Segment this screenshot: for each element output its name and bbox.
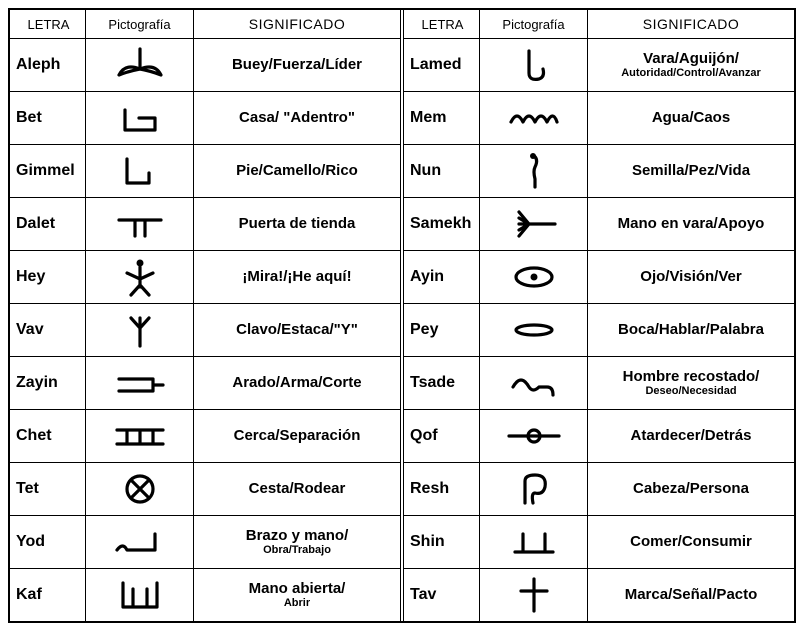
- letra-cell: Kaf: [10, 569, 86, 621]
- pictograph-vav: [86, 304, 194, 356]
- meaning-cell: Atardecer/Detrás: [588, 410, 794, 462]
- pictograph-tet: [86, 463, 194, 515]
- meaning-cell: Arado/Arma/Corte: [194, 357, 400, 409]
- table-row: Pey Boca/Hablar/Palabra: [404, 304, 794, 357]
- pictograph-dalet: [86, 198, 194, 250]
- meaning-cell: Comer/Consumir: [588, 516, 794, 568]
- table-row: Samekh Mano en vara/Apoyo: [404, 198, 794, 251]
- table-row: Chet Cerca/Separación: [10, 410, 400, 463]
- header-row: LETRAPictografíaSIGNIFICADO: [404, 10, 794, 39]
- meaning-cell: Casa/ "Adentro": [194, 92, 400, 144]
- pictograph-kaf: [86, 569, 194, 621]
- meaning-cell: Semilla/Pez/Vida: [588, 145, 794, 197]
- pictograph-lamed: [480, 39, 588, 91]
- letra-cell: Aleph: [10, 39, 86, 91]
- table-row: Bet Casa/ "Adentro": [10, 92, 400, 145]
- letra-cell: Chet: [10, 410, 86, 462]
- letra-cell: Tet: [10, 463, 86, 515]
- meaning-cell: Marca/Señal/Pacto: [588, 569, 794, 621]
- meaning-cell: Cabeza/Persona: [588, 463, 794, 515]
- letra-cell: Zayin: [10, 357, 86, 409]
- pictograph-shin: [480, 516, 588, 568]
- pictograph-zayin: [86, 357, 194, 409]
- meaning-cell: Cesta/Rodear: [194, 463, 400, 515]
- header-sig: SIGNIFICADO: [194, 10, 400, 38]
- letra-cell: Hey: [10, 251, 86, 303]
- pictograph-pey: [480, 304, 588, 356]
- header-sig: SIGNIFICADO: [588, 10, 794, 38]
- table-row: Gimmel Pie/Camello/Rico: [10, 145, 400, 198]
- letra-cell: Samekh: [404, 198, 480, 250]
- table-row: Vav Clavo/Estaca/"Y": [10, 304, 400, 357]
- pictograph-qof: [480, 410, 588, 462]
- meaning-cell: ¡Mira!/¡He aquí!: [194, 251, 400, 303]
- meaning-cell: Boca/Hablar/Palabra: [588, 304, 794, 356]
- letra-cell: Resh: [404, 463, 480, 515]
- pictograph-yod: [86, 516, 194, 568]
- meaning-cell: Agua/Caos: [588, 92, 794, 144]
- meaning-cell: Vara/Aguijón/Autoridad/Control/Avanzar: [588, 39, 794, 91]
- letra-cell: Ayin: [404, 251, 480, 303]
- letra-cell: Dalet: [10, 198, 86, 250]
- meaning-cell: Mano abierta/Abrir: [194, 569, 400, 621]
- hebrew-pictograph-table: LETRAPictografíaSIGNIFICADOAleph Buey/Fu…: [8, 8, 796, 623]
- table-row: Tsade Hombre recostado/Deseo/Necesidad: [404, 357, 794, 410]
- table-row: Shin Comer/Consumir: [404, 516, 794, 569]
- letra-cell: Qof: [404, 410, 480, 462]
- meaning-cell: Hombre recostado/Deseo/Necesidad: [588, 357, 794, 409]
- table-row: Resh Cabeza/Persona: [404, 463, 794, 516]
- letra-cell: Tsade: [404, 357, 480, 409]
- header-picto: Pictografía: [86, 10, 194, 38]
- meaning-cell: Clavo/Estaca/"Y": [194, 304, 400, 356]
- meaning-cell: Ojo/Visión/Ver: [588, 251, 794, 303]
- meaning-cell: Buey/Fuerza/Líder: [194, 39, 400, 91]
- pictograph-samekh: [480, 198, 588, 250]
- table-row: Hey ¡Mira!/¡He aquí!: [10, 251, 400, 304]
- letra-cell: Vav: [10, 304, 86, 356]
- table-row: Tav Marca/Señal/Pacto: [404, 569, 794, 621]
- letra-cell: Shin: [404, 516, 480, 568]
- header-letra: LETRA: [404, 10, 480, 38]
- meaning-cell: Brazo y mano/Obra/Trabajo: [194, 516, 400, 568]
- pictograph-gimmel: [86, 145, 194, 197]
- table-row: Tet Cesta/Rodear: [10, 463, 400, 516]
- letra-cell: Nun: [404, 145, 480, 197]
- table-row: Lamed Vara/Aguijón/Autoridad/Control/Avan…: [404, 39, 794, 92]
- letra-cell: Gimmel: [10, 145, 86, 197]
- pictograph-aleph: [86, 39, 194, 91]
- table-row: Mem Agua/Caos: [404, 92, 794, 145]
- pictograph-resh: [480, 463, 588, 515]
- letra-cell: Pey: [404, 304, 480, 356]
- pictograph-hey: [86, 251, 194, 303]
- table-row: Kaf Mano abierta/Abrir: [10, 569, 400, 621]
- pictograph-tav: [480, 569, 588, 621]
- table-row: Nun Semilla/Pez/Vida: [404, 145, 794, 198]
- table-row: Qof Atardecer/Detrás: [404, 410, 794, 463]
- pictograph-bet: [86, 92, 194, 144]
- letra-cell: Tav: [404, 569, 480, 621]
- letra-cell: Yod: [10, 516, 86, 568]
- table-row: Ayin Ojo/Visión/Ver: [404, 251, 794, 304]
- left-half: LETRAPictografíaSIGNIFICADOAleph Buey/Fu…: [10, 10, 400, 621]
- meaning-cell: Pie/Camello/Rico: [194, 145, 400, 197]
- letra-cell: Bet: [10, 92, 86, 144]
- pictograph-ayin: [480, 251, 588, 303]
- table-row: Yod Brazo y mano/Obra/Trabajo: [10, 516, 400, 569]
- meaning-cell: Puerta de tienda: [194, 198, 400, 250]
- header-letra: LETRA: [10, 10, 86, 38]
- table-row: Dalet Puerta de tienda: [10, 198, 400, 251]
- pictograph-tsade: [480, 357, 588, 409]
- pictograph-chet: [86, 410, 194, 462]
- pictograph-nun: [480, 145, 588, 197]
- meaning-cell: Mano en vara/Apoyo: [588, 198, 794, 250]
- letra-cell: Lamed: [404, 39, 480, 91]
- header-row: LETRAPictografíaSIGNIFICADO: [10, 10, 400, 39]
- pictograph-mem: [480, 92, 588, 144]
- table-row: Zayin Arado/Arma/Corte: [10, 357, 400, 410]
- letra-cell: Mem: [404, 92, 480, 144]
- right-half: LETRAPictografíaSIGNIFICADOLamedVara/Agu…: [400, 10, 794, 621]
- meaning-cell: Cerca/Separación: [194, 410, 400, 462]
- table-row: Aleph Buey/Fuerza/Líder: [10, 39, 400, 92]
- header-picto: Pictografía: [480, 10, 588, 38]
